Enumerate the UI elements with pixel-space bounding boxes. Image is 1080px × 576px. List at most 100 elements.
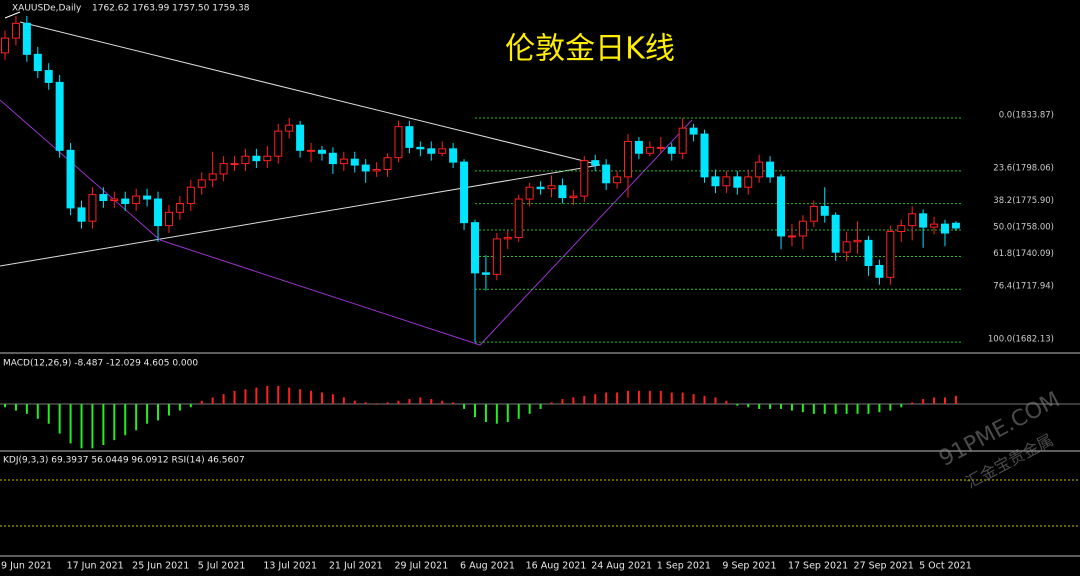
candle-body bbox=[449, 148, 458, 163]
candle-body bbox=[580, 160, 589, 197]
candle-body bbox=[645, 146, 654, 154]
macd-bar bbox=[845, 404, 848, 414]
macd-bar bbox=[69, 404, 72, 444]
candle-body bbox=[154, 198, 163, 227]
macd-bar bbox=[146, 404, 149, 424]
candle-body bbox=[99, 194, 108, 202]
macd-bar bbox=[605, 392, 608, 404]
macd-bar bbox=[4, 404, 6, 408]
x-tick-label: 9 Jun 2021 bbox=[1, 561, 52, 572]
candle-body bbox=[427, 148, 436, 154]
trendline bbox=[0, 164, 601, 267]
candle-body bbox=[798, 220, 807, 237]
candle-body bbox=[820, 205, 829, 216]
candle-body bbox=[394, 126, 403, 159]
candle-body bbox=[711, 176, 720, 187]
macd-bar bbox=[714, 397, 717, 404]
macd-bar bbox=[473, 404, 476, 418]
candle-body bbox=[864, 239, 873, 266]
candle-body bbox=[416, 146, 425, 150]
x-tick-label: 24 Aug 2021 bbox=[591, 561, 652, 572]
macd-bar bbox=[320, 392, 323, 404]
candle-body bbox=[919, 213, 928, 228]
candle-body bbox=[940, 223, 949, 234]
macd-bar bbox=[331, 394, 334, 404]
candle-body bbox=[908, 213, 917, 227]
header-arrow bbox=[4, 11, 21, 19]
macd-bar bbox=[91, 404, 94, 449]
kdj-header: KDJ(9,3,3) 69.3937 56.0449 96.0912 RSI(1… bbox=[3, 456, 245, 466]
macd-bar bbox=[703, 395, 706, 404]
candle-body bbox=[55, 81, 64, 151]
macd-bar bbox=[594, 394, 597, 404]
candle-body bbox=[744, 176, 753, 188]
trendline bbox=[19, 21, 601, 166]
macd-bar bbox=[900, 404, 903, 408]
candle-body bbox=[1, 37, 9, 54]
macd-bar bbox=[288, 387, 291, 404]
zigzag bbox=[0, 99, 693, 346]
macd-bar bbox=[310, 390, 313, 404]
x-tick-label: 5 Jul 2021 bbox=[198, 561, 246, 572]
candle-body bbox=[230, 163, 239, 166]
fib-label: 50.0(1758.00) bbox=[993, 223, 1054, 233]
candle-body bbox=[536, 186, 545, 190]
x-tick-label: 6 Aug 2021 bbox=[460, 561, 515, 572]
x-tick-label: 9 Sep 2021 bbox=[722, 561, 776, 572]
macd-bar bbox=[834, 404, 837, 414]
candle-body bbox=[624, 140, 633, 178]
candle-body bbox=[809, 205, 818, 222]
macd-bar bbox=[550, 402, 553, 404]
candle-body bbox=[558, 185, 567, 199]
candle-body bbox=[755, 161, 764, 178]
macd-bar bbox=[867, 404, 870, 414]
macd-header: MACD(12,26,9) -8.487 -12.029 4.605 0.000 bbox=[3, 359, 198, 369]
candle-body bbox=[252, 155, 261, 162]
macd-bar bbox=[561, 399, 564, 404]
macd-bar bbox=[812, 404, 815, 414]
macd-bar bbox=[397, 400, 400, 404]
candle-body bbox=[886, 231, 895, 278]
candle-body bbox=[700, 133, 709, 178]
macd-bar bbox=[681, 392, 684, 404]
candle-body bbox=[777, 176, 786, 237]
x-tick-label: 27 Sep 2021 bbox=[854, 561, 914, 572]
macd-bar bbox=[692, 394, 695, 404]
candle-body bbox=[514, 198, 523, 238]
macd-bar bbox=[911, 402, 914, 404]
macd-bar bbox=[233, 390, 236, 404]
macd-bar bbox=[200, 400, 203, 404]
ohlc: 1762.62 1763.99 1757.50 1759.38 bbox=[92, 4, 250, 14]
candle-body bbox=[383, 157, 392, 171]
candle-body bbox=[438, 148, 447, 154]
macd-bar bbox=[823, 404, 826, 414]
candle-body bbox=[285, 124, 294, 132]
candle-body bbox=[547, 185, 556, 190]
macd-bar bbox=[747, 404, 750, 408]
candle-body bbox=[66, 149, 75, 209]
candle-body bbox=[678, 127, 687, 154]
chart-title: 伦敦金日K线 bbox=[505, 32, 675, 67]
macd-bar bbox=[211, 397, 214, 404]
candle-body bbox=[274, 130, 283, 157]
x-tick-label: 13 Jul 2021 bbox=[263, 561, 317, 572]
macd-bar bbox=[725, 400, 728, 404]
candle-body bbox=[634, 140, 643, 154]
macd-bar bbox=[299, 389, 302, 404]
macd-bar bbox=[167, 404, 170, 416]
candle-body bbox=[503, 236, 512, 240]
macd-bar bbox=[244, 389, 247, 404]
macd-bar bbox=[659, 390, 662, 404]
x-tick-label: 1 Sep 2021 bbox=[657, 561, 711, 572]
candle-body bbox=[733, 176, 742, 188]
macd-bar bbox=[178, 404, 181, 411]
macd-bar bbox=[616, 392, 619, 404]
macd-bar bbox=[452, 402, 455, 404]
candle-body bbox=[175, 202, 184, 213]
macd-bar bbox=[484, 404, 487, 423]
candle-body bbox=[897, 225, 906, 233]
macd-bar bbox=[222, 394, 225, 404]
macd-bar bbox=[463, 404, 466, 409]
candle-body bbox=[460, 161, 469, 224]
